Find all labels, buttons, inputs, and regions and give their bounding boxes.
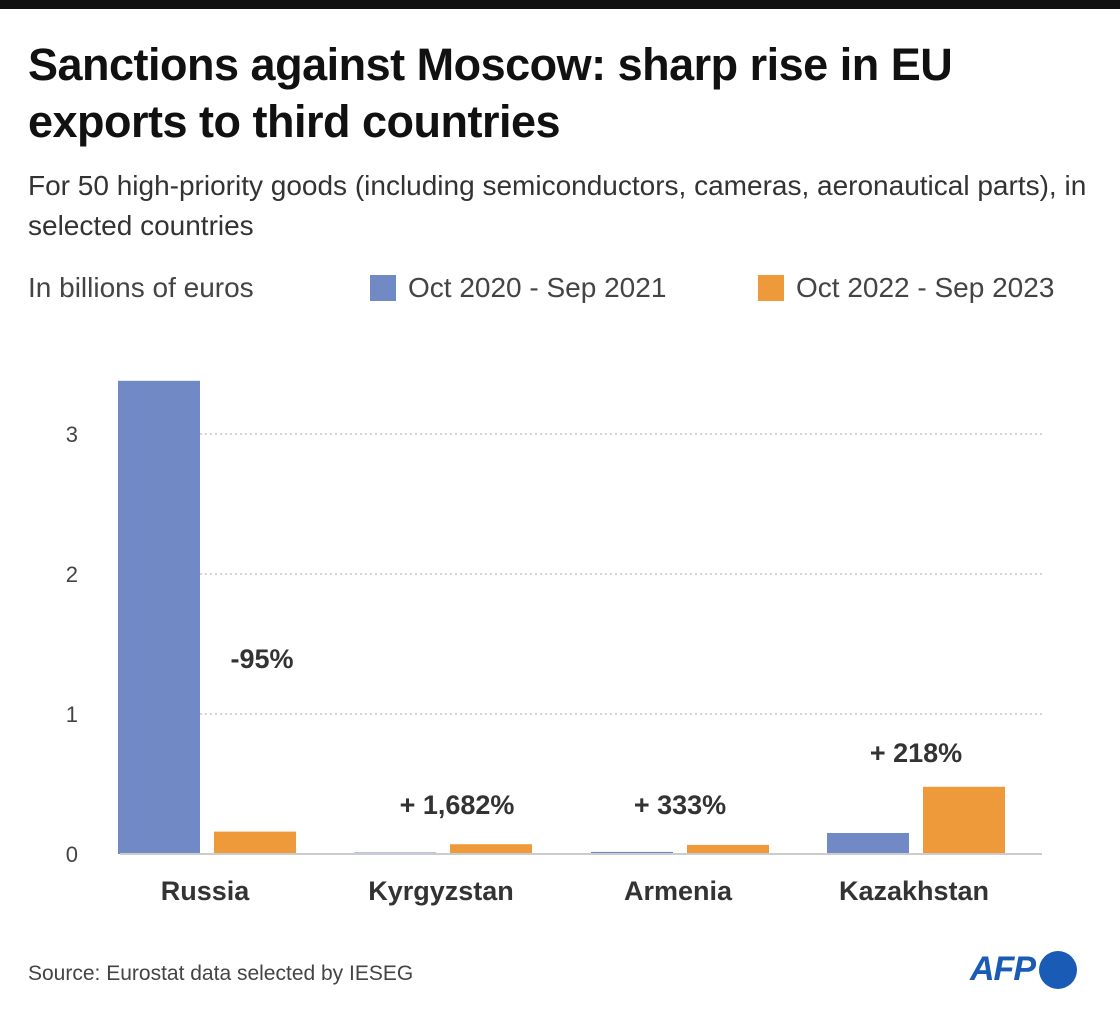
chart-title: Sanctions against Moscow: sharp rise in … <box>28 39 953 147</box>
x-tick-label: Kazakhstan <box>839 876 989 906</box>
bar-2022-23-kazakhstan <box>923 786 1005 854</box>
legend-item-2: Oct 2022 - Sep 2023 <box>758 272 1054 304</box>
source-note: Source: Eurostat data selected by IESEG <box>28 962 414 985</box>
legend-label: Oct 2022 - Sep 2023 <box>796 272 1055 303</box>
y-tick-label: 3 <box>66 422 78 447</box>
bar-2020-21-armenia <box>591 851 673 854</box>
y-tick-label: 2 <box>66 562 78 587</box>
x-tick-label: Armenia <box>624 876 733 906</box>
bar-2020-21-kazakhstan <box>827 833 909 854</box>
bar-2022-23-armenia <box>687 844 769 854</box>
bar-2022-23-russia <box>214 831 296 854</box>
legend-item-1: Oct 2020 - Sep 2021 <box>370 272 666 304</box>
logo-dot <box>1039 950 1077 989</box>
bar-2020-21-russia <box>118 380 200 854</box>
chart-subtitle: For 50 high-priority goods (including se… <box>28 170 1087 241</box>
x-tick-label: Kyrgyzstan <box>368 876 514 906</box>
afp-logo: AFP <box>970 950 1077 989</box>
y-tick-label: 0 <box>66 842 78 867</box>
change-label: + 218% <box>870 738 962 768</box>
logo-text: AFP <box>970 950 1036 988</box>
legend-swatch <box>370 275 396 301</box>
change-label: + 1,682% <box>400 790 515 820</box>
top-bar <box>0 0 1120 9</box>
legend-swatch <box>758 275 784 301</box>
change-label: -95% <box>230 644 293 674</box>
x-tick-label: Russia <box>161 876 251 906</box>
bar-2022-23-kyrgyzstan <box>450 844 532 854</box>
legend-label: Oct 2020 - Sep 2021 <box>408 272 667 303</box>
y-tick-label: 1 <box>66 702 78 727</box>
change-label: + 333% <box>634 790 726 820</box>
plot-area: 0 1 2 3 Russia Kyrgyzstan Armenia Kazakhstan -95… <box>66 380 1042 906</box>
unit-label: In billions of euros <box>28 272 254 303</box>
